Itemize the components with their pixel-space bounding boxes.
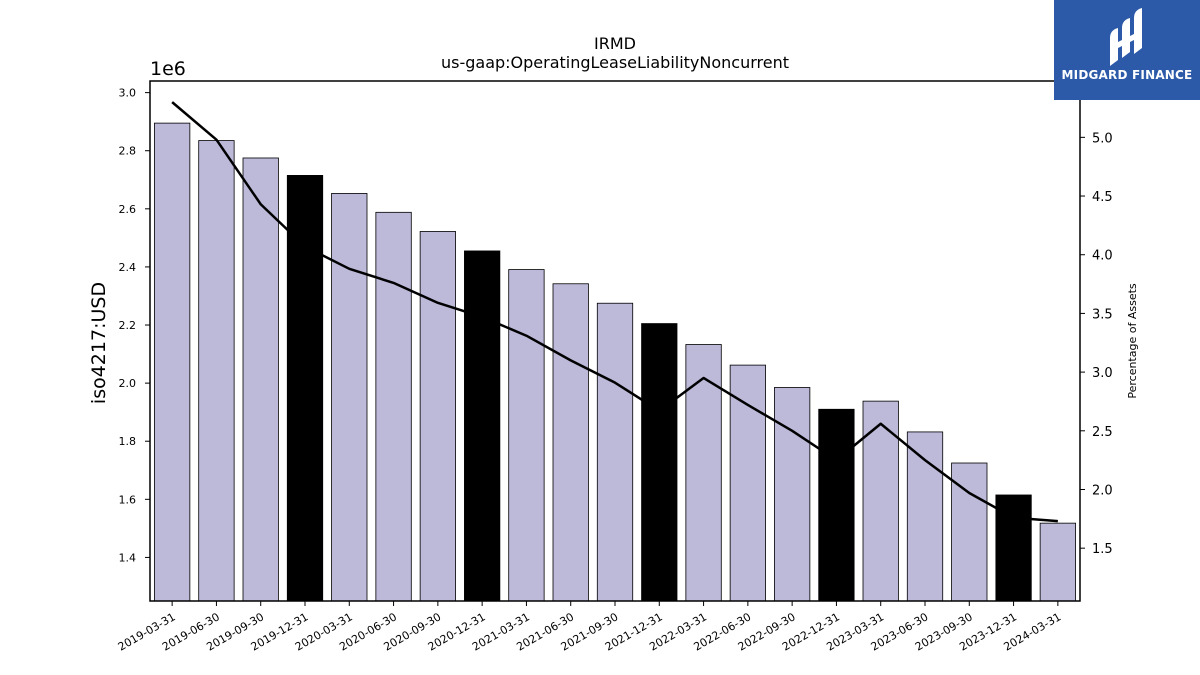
bar-2022-12-31 <box>818 408 855 602</box>
midgard-finance-logo: MIDGARD FINANCE <box>1054 0 1200 100</box>
y2-tick-label: 1.5 <box>1092 542 1113 557</box>
y-tick-label: 2.0 <box>119 377 137 390</box>
bar-2021-12-31 <box>641 323 678 602</box>
bar-2021-09-30 <box>596 302 634 602</box>
logo-text: MIDGARD FINANCE <box>1061 68 1193 82</box>
y2-tick-label: 3.0 <box>1092 366 1113 381</box>
y-tick-label: 2.2 <box>119 319 137 332</box>
y-tick-label: 2.4 <box>119 261 137 274</box>
y2-tick-label: 2.0 <box>1092 483 1113 498</box>
y2-tick-label: 5.0 <box>1092 131 1113 146</box>
bar-2020-09-30 <box>419 231 456 602</box>
y-tick-label: 1.8 <box>119 435 137 448</box>
bar-2022-09-30 <box>774 387 811 602</box>
y-axis-label: iso4217:USD <box>88 282 110 404</box>
bar-2019-12-31 <box>286 175 324 602</box>
y2-tick-label: 2.5 <box>1092 425 1113 440</box>
bar-2022-03-31 <box>685 344 722 602</box>
y-tick-label: 1.4 <box>119 551 137 564</box>
bar-2019-09-30 <box>242 157 279 602</box>
percentage-of-assets-line <box>171 101 1058 523</box>
y2-axis-label: Percentage of Assets <box>1126 283 1139 399</box>
plot-frame <box>149 80 1081 602</box>
y2-tick-label: 4.5 <box>1092 190 1113 205</box>
bar-2024-03-31 <box>1039 522 1076 602</box>
y-tick-label: 2.8 <box>119 145 137 158</box>
y-axis-offset-label: 1e6 <box>150 58 186 80</box>
bar-2020-03-31 <box>331 193 368 602</box>
bar-2021-03-31 <box>508 269 545 602</box>
y2-tick-label: 4.0 <box>1092 249 1113 264</box>
bar-2019-03-31 <box>154 122 191 602</box>
bar-2019-06-30 <box>198 140 235 602</box>
y-tick-label: 1.6 <box>119 493 137 506</box>
bar-2021-06-30 <box>552 283 589 602</box>
y-tick-label: 2.6 <box>119 203 137 216</box>
bar-2023-09-30 <box>951 462 988 602</box>
bar-2020-12-31 <box>464 250 501 602</box>
midgard-logo-mark-icon <box>1110 8 1142 66</box>
bar-2022-06-30 <box>729 364 766 602</box>
y-tick-label: 3.0 <box>119 87 137 100</box>
bar-2020-06-30 <box>375 211 412 602</box>
bar-2023-06-30 <box>906 431 944 602</box>
bar-2023-03-31 <box>862 400 899 602</box>
y2-tick-label: 3.5 <box>1092 307 1113 322</box>
bar-2023-12-31 <box>995 494 1032 602</box>
chart-title: IRMD <box>594 34 636 53</box>
chart-subtitle: us-gaap:OperatingLeaseLiabilityNoncurren… <box>441 53 789 72</box>
